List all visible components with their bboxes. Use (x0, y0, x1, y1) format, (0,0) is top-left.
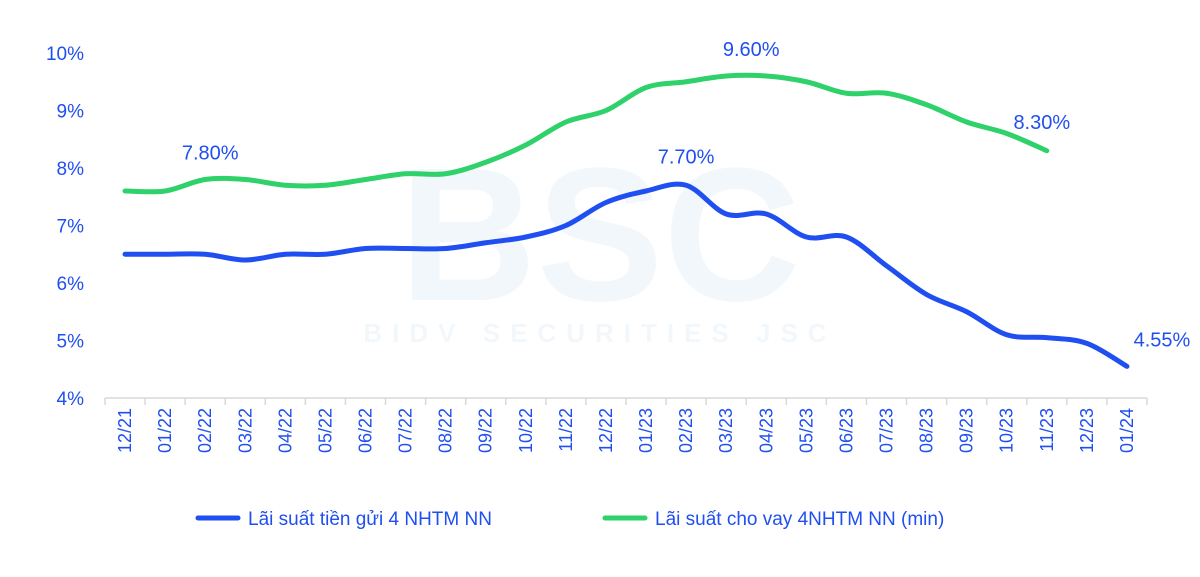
series-lines (122, 72, 1130, 369)
x-tick-label: 01/23 (636, 408, 656, 453)
x-tick-label: 01/22 (155, 408, 175, 453)
x-tick-label: 08/23 (917, 408, 937, 453)
x-axis: 12/21 01/22 02/22 03/22 04/22 05/22 06/22 07/22… (104, 397, 1148, 453)
legend-label: Lãi suất tiền gửi 4 NHTM NN (248, 509, 492, 530)
x-tick-label: 05/23 (796, 408, 816, 453)
y-axis: 4% 5% 6% 7% 8% 9% 10% (46, 44, 84, 410)
data-label: 8.30% (1013, 112, 1070, 134)
watermark: BSC BIDV SECURITIES JSC (363, 129, 836, 348)
x-tick-label: 09/23 (957, 408, 977, 453)
x-tick-label: 10/23 (997, 408, 1017, 453)
legend-item-2: Lãi suất cho vay 4NHTM NN (min) (602, 509, 944, 530)
y-tick-label: 7% (57, 217, 85, 238)
x-tick-label: 06/23 (836, 408, 856, 453)
x-tick-label: 03/23 (716, 408, 736, 453)
data-labels: 7.80% 9.60% 8.30% 7.70% 4.55% (182, 39, 1191, 351)
x-tick-label: 07/22 (396, 408, 416, 453)
data-label: 7.80% (182, 143, 239, 165)
legend-label: Lãi suất cho vay 4NHTM NN (min) (655, 509, 944, 530)
svg-text:BSC: BSC (399, 129, 800, 341)
x-tick-label: 04/23 (756, 408, 776, 453)
y-tick-label: 10% (46, 44, 84, 65)
x-tick-label: 02/23 (676, 408, 696, 453)
x-tick-label: 02/22 (195, 408, 215, 453)
legend: Lãi suất tiền gửi 4 NHTM NN Lãi suất cho … (195, 509, 944, 530)
data-label: 4.55% (1134, 329, 1191, 351)
x-tick-label: 01/24 (1117, 408, 1137, 453)
y-tick-label: 8% (57, 159, 85, 180)
svg-text:BIDV SECURITIES JSC: BIDV SECURITIES JSC (363, 318, 836, 348)
x-tick-label: 04/22 (275, 408, 295, 453)
x-tick-label: 08/22 (436, 408, 456, 453)
data-label: 7.70% (658, 146, 715, 168)
y-tick-label: 5% (57, 332, 85, 353)
y-tick-label: 9% (57, 102, 85, 123)
x-tick-label: 06/22 (356, 408, 376, 453)
data-label: 9.60% (723, 39, 780, 61)
x-tick-label: 03/22 (235, 408, 255, 453)
x-tick-label: 07/23 (877, 408, 897, 453)
x-tick-label: 11/22 (556, 408, 576, 452)
series-line-1 (122, 181, 1130, 369)
x-tick-label: 10/22 (516, 408, 536, 453)
x-tick-label: 09/22 (476, 408, 496, 453)
series-line-2 (122, 72, 1050, 195)
x-tick-label: 05/22 (315, 408, 335, 453)
x-tick-label: 11/23 (1037, 408, 1057, 452)
x-tick-label: 12/22 (596, 408, 616, 453)
y-tick-label: 4% (57, 389, 85, 410)
x-tick-label: 12/23 (1077, 408, 1097, 453)
y-tick-label: 6% (57, 274, 85, 295)
legend-item-1: Lãi suất tiền gửi 4 NHTM NN (195, 509, 492, 530)
x-tick-label: 12/21 (115, 408, 135, 453)
